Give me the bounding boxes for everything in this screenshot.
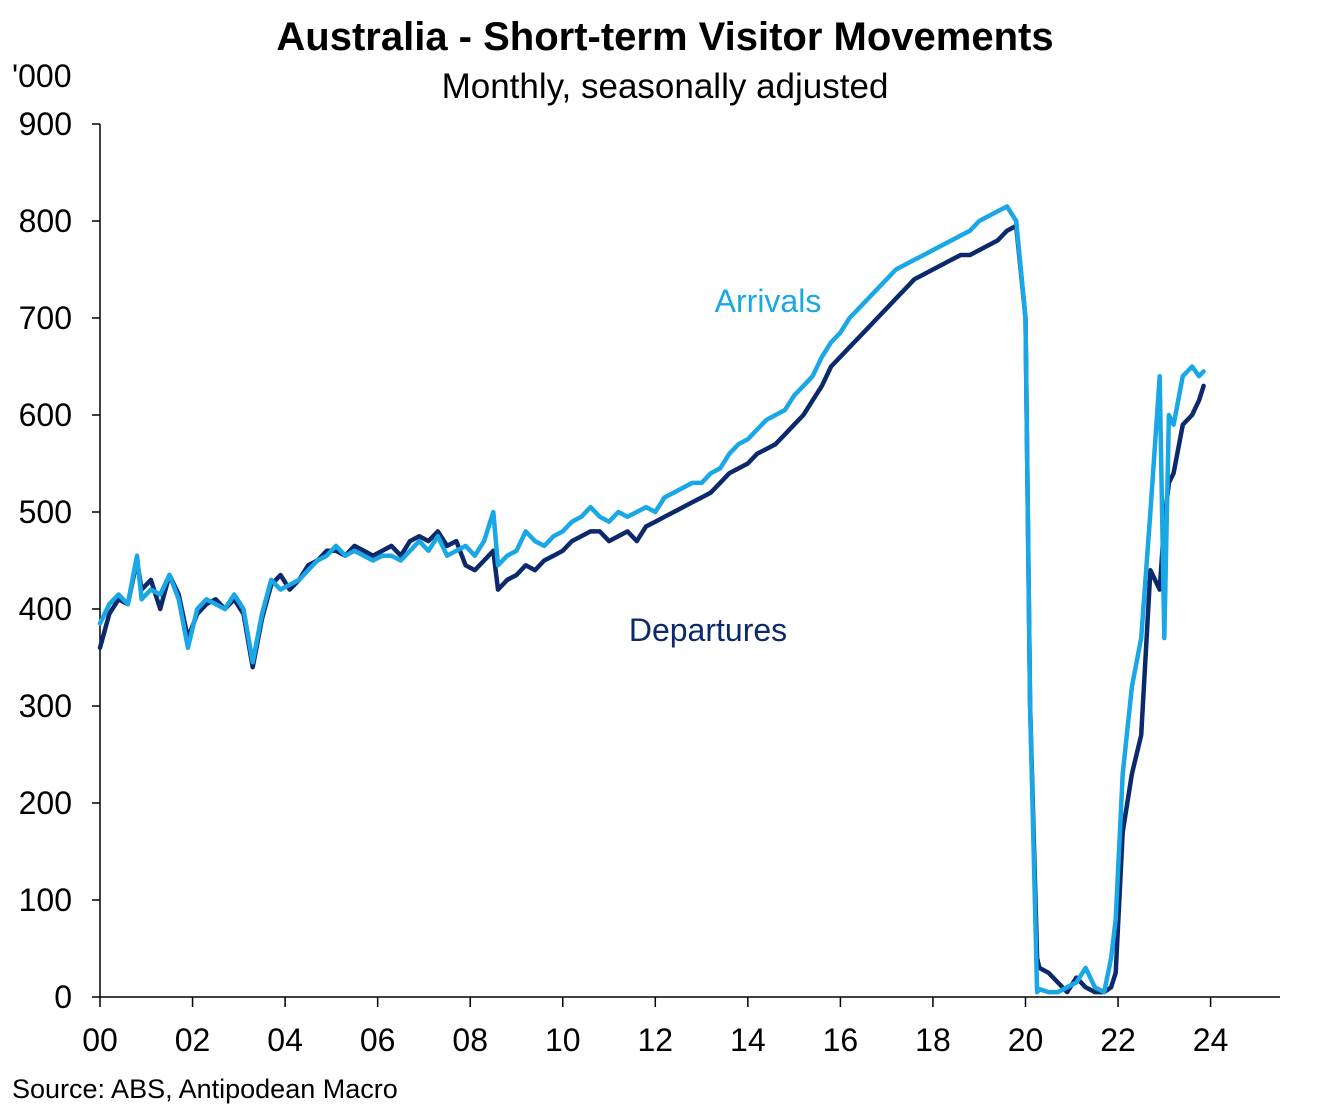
y-tick-label: 600 [19, 397, 72, 433]
x-tick-label: 04 [267, 1022, 303, 1058]
x-tick-labels: 00 02 04 06 08 10 12 14 16 18 20 22 24 [82, 1022, 1228, 1058]
x-tick-label: 18 [915, 1022, 951, 1058]
chart-source: Source: ABS, Antipodean Macro [12, 1074, 398, 1104]
y-tick-labels: 0 100 200 300 400 500 600 700 800 900 [19, 106, 72, 1015]
x-tick-label: 12 [637, 1022, 673, 1058]
x-tick-label: 08 [452, 1022, 488, 1058]
x-tick-label: 24 [1193, 1022, 1229, 1058]
chart-subtitle: Monthly, seasonally adjusted [442, 67, 889, 106]
x-tick-label: 20 [1008, 1022, 1044, 1058]
y-tick-label: 300 [19, 688, 72, 724]
series-label-departures: Departures [629, 612, 787, 648]
y-tick-label: 800 [19, 203, 72, 239]
chart-title: Australia - Short-term Visitor Movements [276, 15, 1053, 59]
y-tick-label: 100 [19, 882, 72, 918]
x-tick-label: 00 [82, 1022, 118, 1058]
series-line-arrivals [97, 204, 1206, 995]
y-tick-label: 900 [19, 106, 72, 142]
series-lines [97, 204, 1206, 995]
x-tick-label: 10 [545, 1022, 581, 1058]
x-tick-label: 16 [823, 1022, 859, 1058]
y-tick-label: 700 [19, 300, 72, 336]
x-tick-label: 22 [1100, 1022, 1136, 1058]
y-tick-label: 0 [54, 979, 72, 1015]
x-tick-label: 02 [175, 1022, 211, 1058]
series-label-arrivals: Arrivals [715, 283, 822, 319]
y-tick-label: 400 [19, 591, 72, 627]
y-tick-label: 200 [19, 785, 72, 821]
x-tick-label: 06 [360, 1022, 396, 1058]
y-tick-label: 500 [19, 494, 72, 530]
y-axis-unit-label: '000 [12, 58, 72, 94]
axes [92, 123, 1280, 1007]
x-tick-label: 14 [730, 1022, 766, 1058]
